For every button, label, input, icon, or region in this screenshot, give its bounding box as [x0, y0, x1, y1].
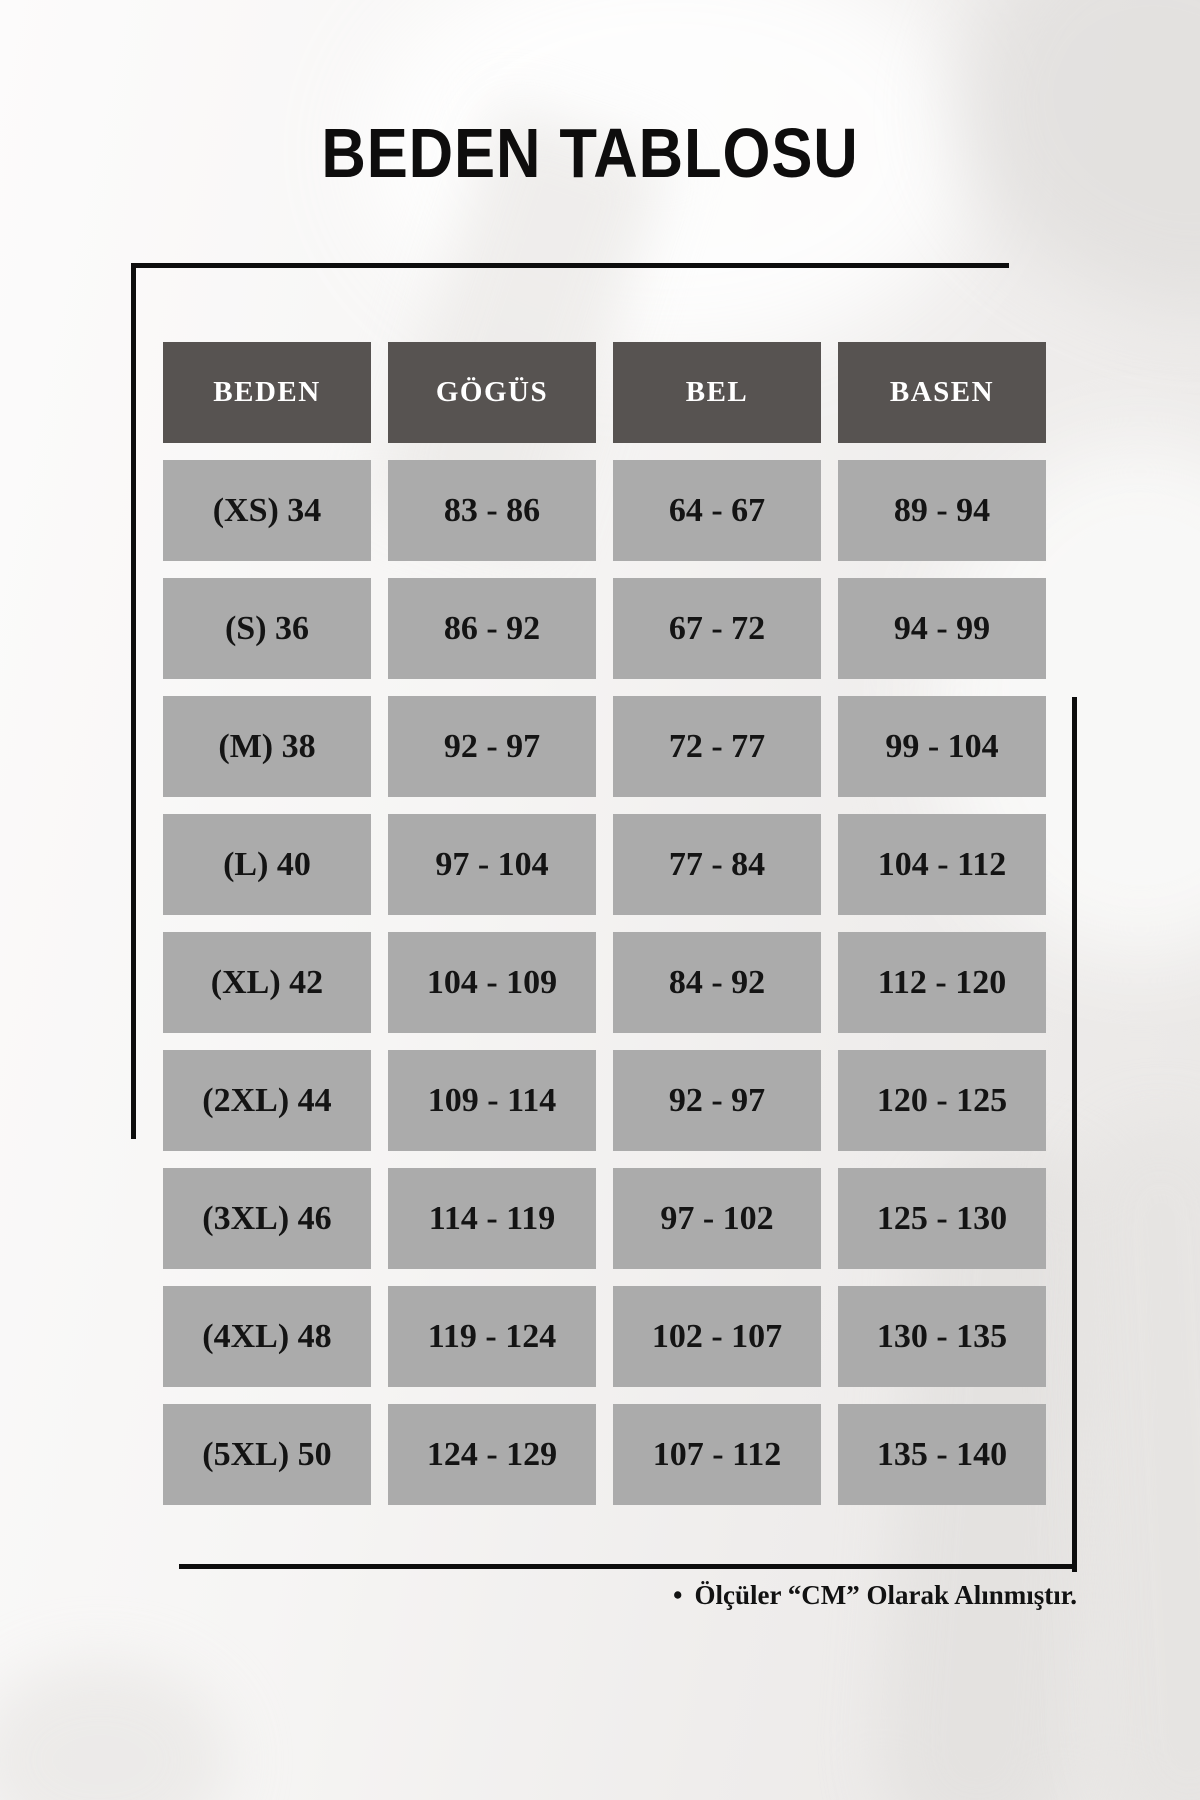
- cell-size: (XS) 34: [163, 460, 371, 561]
- cell-hip: 135 - 140: [838, 1404, 1046, 1505]
- bullet-icon: •: [673, 1580, 683, 1610]
- cell-size: (L) 40: [163, 814, 371, 915]
- size-table: BEDEN GÖGÜS BEL BASEN (XS) 34 83 - 86 64…: [163, 342, 1046, 1505]
- cell-chest: 119 - 124: [388, 1286, 596, 1387]
- column-header-basen: BASEN: [838, 342, 1046, 443]
- cell-size: (M) 38: [163, 696, 371, 797]
- cell-waist: 72 - 77: [613, 696, 821, 797]
- cell-waist: 77 - 84: [613, 814, 821, 915]
- cell-waist: 107 - 112: [613, 1404, 821, 1505]
- cell-waist: 64 - 67: [613, 460, 821, 561]
- frame-line-bottom: [179, 1564, 1077, 1569]
- cell-waist: 92 - 97: [613, 1050, 821, 1151]
- cell-size: (2XL) 44: [163, 1050, 371, 1151]
- cell-size: (3XL) 46: [163, 1168, 371, 1269]
- cell-chest: 109 - 114: [388, 1050, 596, 1151]
- column-header-bel: BEL: [613, 342, 821, 443]
- cell-chest: 114 - 119: [388, 1168, 596, 1269]
- cell-chest: 124 - 129: [388, 1404, 596, 1505]
- cell-waist: 97 - 102: [613, 1168, 821, 1269]
- cell-hip: 120 - 125: [838, 1050, 1046, 1151]
- cell-hip: 104 - 112: [838, 814, 1046, 915]
- cell-size: (S) 36: [163, 578, 371, 679]
- cell-chest: 83 - 86: [388, 460, 596, 561]
- measurement-note-text: Ölçüler “CM” Olarak Alınmıştır.: [694, 1580, 1078, 1610]
- cell-hip: 94 - 99: [838, 578, 1046, 679]
- cell-hip: 125 - 130: [838, 1168, 1046, 1269]
- frame-line-top: [131, 263, 1009, 268]
- cell-hip: 130 - 135: [838, 1286, 1046, 1387]
- cell-hip: 112 - 120: [838, 932, 1046, 1033]
- cell-chest: 104 - 109: [388, 932, 596, 1033]
- cell-chest: 92 - 97: [388, 696, 596, 797]
- frame-line-right: [1072, 697, 1077, 1572]
- frame-line-left: [131, 263, 136, 1139]
- column-header-gogus: GÖGÜS: [388, 342, 596, 443]
- cell-size: (4XL) 48: [163, 1286, 371, 1387]
- cell-hip: 89 - 94: [838, 460, 1046, 561]
- cell-waist: 67 - 72: [613, 578, 821, 679]
- cell-chest: 97 - 104: [388, 814, 596, 915]
- page-title: BEDEN TABLOSU: [321, 114, 859, 192]
- cell-size: (5XL) 50: [163, 1404, 371, 1505]
- cell-waist: 102 - 107: [613, 1286, 821, 1387]
- measurement-note: • Ölçüler “CM” Olarak Alınmıştır.: [673, 1580, 1077, 1611]
- cell-size: (XL) 42: [163, 932, 371, 1033]
- cell-hip: 99 - 104: [838, 696, 1046, 797]
- background-corner-shade: [0, 1660, 230, 1800]
- background-figure-leg: [1071, 1116, 1200, 1800]
- column-header-beden: BEDEN: [163, 342, 371, 443]
- cell-waist: 84 - 92: [613, 932, 821, 1033]
- cell-chest: 86 - 92: [388, 578, 596, 679]
